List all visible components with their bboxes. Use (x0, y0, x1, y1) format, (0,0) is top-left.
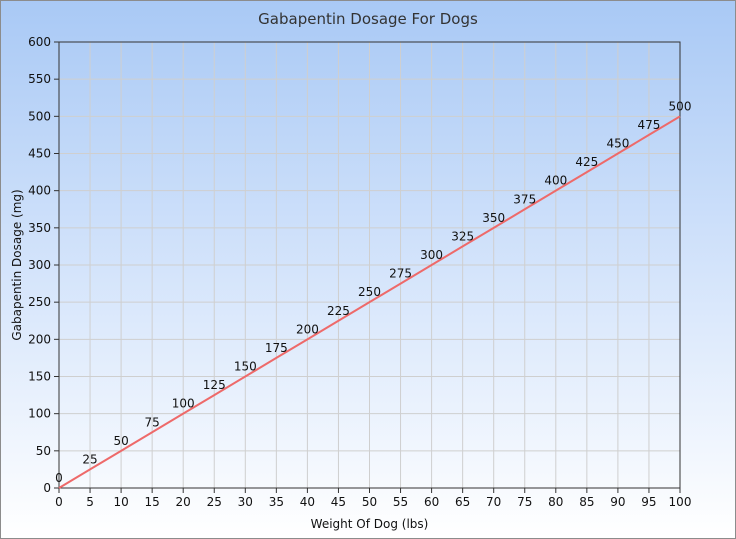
data-label: 175 (265, 341, 288, 355)
x-axis-ticks: 0 5 10 15 20 25 30 35 40 45 50 55 60 65 70 75 80 85 90 95 10… (55, 488, 691, 509)
data-label: 325 (451, 229, 474, 243)
x-tick-label: 25 (207, 495, 222, 509)
data-label: 50 (113, 434, 128, 448)
y-tick-label: 50 (36, 444, 51, 458)
y-tick-label: 500 (28, 109, 51, 123)
data-label: 150 (234, 360, 257, 374)
y-tick-label: 550 (28, 72, 51, 86)
data-label: 200 (296, 322, 319, 336)
x-axis-title: Weight Of Dog (lbs) (311, 517, 429, 531)
y-axis-title: Gabapentin Dosage (mg) (10, 189, 24, 340)
y-tick-label: 200 (28, 332, 51, 346)
y-tick-label: 150 (28, 370, 51, 384)
x-tick-label: 55 (393, 495, 408, 509)
y-tick-label: 100 (28, 407, 51, 421)
x-tick-label: 95 (641, 495, 656, 509)
data-label: 275 (389, 267, 412, 281)
data-label: 350 (482, 211, 505, 225)
x-tick-label: 20 (176, 495, 191, 509)
y-tick-label: 350 (28, 221, 51, 235)
x-tick-label: 100 (669, 495, 692, 509)
data-label: 75 (145, 415, 160, 429)
data-label: 425 (575, 155, 598, 169)
y-tick-label: 600 (28, 35, 51, 49)
y-axis-ticks: 0 50 100 150 200 250 300 350 400 450 500 550 600 (28, 35, 59, 495)
x-tick-label: 80 (548, 495, 563, 509)
x-tick-label: 15 (145, 495, 160, 509)
y-tick-label: 300 (28, 258, 51, 272)
y-tick-label: 450 (28, 147, 51, 161)
x-tick-label: 10 (113, 495, 128, 509)
dosage-series-line (58, 115, 681, 489)
data-label: 450 (606, 137, 629, 151)
x-tick-label: 70 (486, 495, 501, 509)
x-tick-label: 65 (455, 495, 470, 509)
x-tick-label: 35 (269, 495, 284, 509)
data-label: 25 (82, 452, 97, 466)
x-tick-label: 75 (517, 495, 532, 509)
x-tick-label: 30 (238, 495, 253, 509)
x-tick-label: 45 (331, 495, 346, 509)
data-label: 0 (55, 471, 63, 485)
x-tick-label: 0 (55, 495, 63, 509)
data-label: 125 (203, 378, 226, 392)
data-label: 500 (669, 99, 692, 113)
data-label: 475 (637, 118, 660, 132)
x-tick-label: 50 (362, 495, 377, 509)
x-tick-label: 90 (610, 495, 625, 509)
x-tick-label: 40 (300, 495, 315, 509)
series-group (58, 115, 681, 489)
data-label: 300 (420, 248, 443, 262)
y-tick-label: 0 (43, 481, 51, 495)
x-tick-label: 60 (424, 495, 439, 509)
x-tick-label: 85 (579, 495, 594, 509)
data-labels: 0 25 50 75 100 125 150 175 200 225 250 275 300 325 350… (55, 99, 691, 485)
x-tick-label: 5 (86, 495, 94, 509)
data-label: 225 (327, 304, 350, 318)
data-label: 250 (358, 285, 381, 299)
data-label: 400 (544, 174, 567, 188)
data-label: 100 (172, 397, 195, 411)
y-tick-label: 250 (28, 295, 51, 309)
chart-title: Gabapentin Dosage For Dogs (258, 10, 478, 28)
y-tick-label: 400 (28, 184, 51, 198)
data-label: 375 (513, 192, 536, 206)
